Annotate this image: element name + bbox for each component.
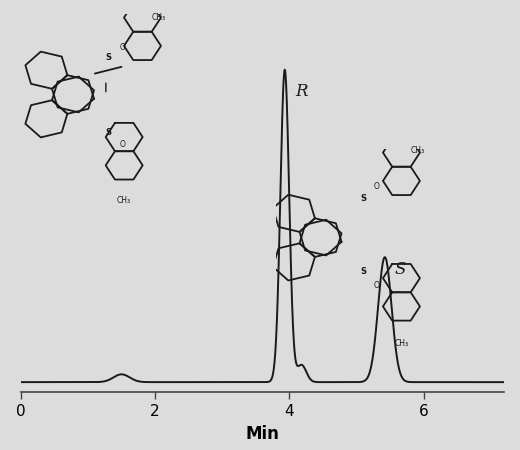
- Text: O: O: [120, 43, 125, 52]
- Text: O: O: [374, 281, 380, 290]
- Text: CH₃: CH₃: [117, 196, 131, 205]
- Text: S: S: [394, 261, 406, 278]
- Text: O: O: [120, 140, 125, 149]
- Text: O: O: [374, 182, 380, 191]
- Text: R: R: [295, 83, 307, 100]
- Text: S: S: [106, 53, 112, 62]
- X-axis label: Min: Min: [245, 424, 280, 442]
- Text: S: S: [106, 128, 112, 137]
- Text: S: S: [360, 267, 366, 276]
- Text: CH₃: CH₃: [410, 146, 424, 155]
- Text: CH₃: CH₃: [394, 339, 409, 348]
- Text: S: S: [360, 194, 366, 203]
- Text: CH₃: CH₃: [151, 13, 165, 22]
